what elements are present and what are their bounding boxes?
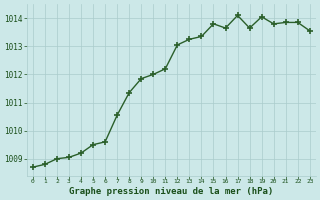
X-axis label: Graphe pression niveau de la mer (hPa): Graphe pression niveau de la mer (hPa) [69, 187, 274, 196]
